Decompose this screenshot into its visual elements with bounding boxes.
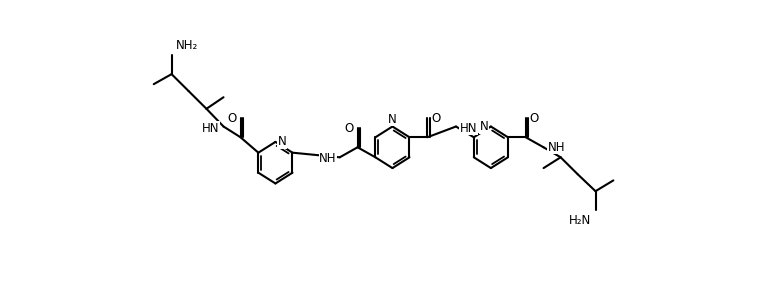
Text: N: N xyxy=(480,120,489,133)
Text: N: N xyxy=(388,113,397,126)
Text: NH: NH xyxy=(548,141,565,154)
Text: O: O xyxy=(529,112,539,124)
Text: NH₂: NH₂ xyxy=(175,39,197,52)
Text: H₂N: H₂N xyxy=(569,214,591,227)
Text: O: O xyxy=(431,112,441,124)
Text: HN: HN xyxy=(202,121,220,135)
Text: NH: NH xyxy=(319,152,337,165)
Text: O: O xyxy=(227,112,236,124)
Text: O: O xyxy=(344,121,353,135)
Text: N: N xyxy=(278,135,287,148)
Text: HN: HN xyxy=(460,121,477,135)
